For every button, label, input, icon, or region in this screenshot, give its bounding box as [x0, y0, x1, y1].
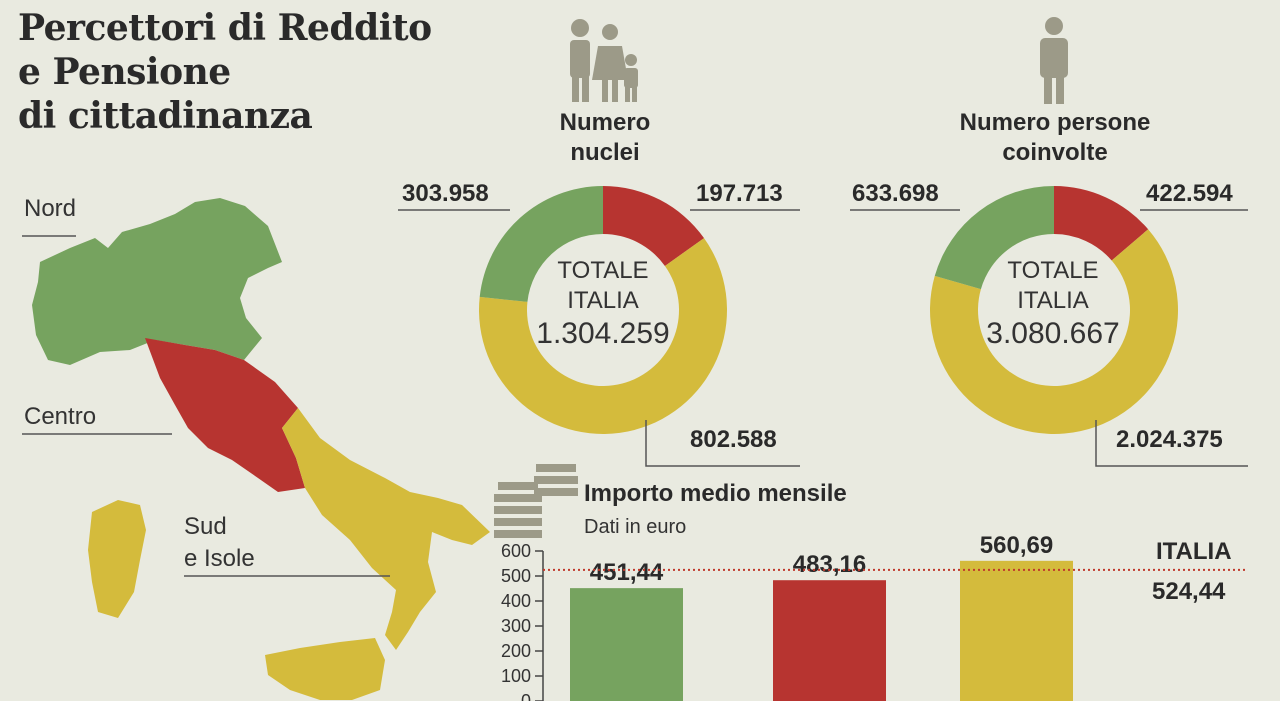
bar-sud-e-isole [960, 560, 1073, 701]
donut-persone-heading: Numero persone coinvolte [959, 109, 1151, 166]
region-label-sud-2: e Isole [184, 545, 255, 572]
donut-slice-centro [1054, 186, 1149, 261]
label-persone-sud: 2.024.375 [1116, 426, 1223, 453]
italy-map [32, 198, 490, 700]
title-line-3: di cittadinanza [18, 95, 313, 137]
person-icon [1040, 17, 1068, 104]
donut-persone-total: 3.080.667 [986, 317, 1120, 350]
page-title: Percettori di Reddito e Pensione di citt… [18, 6, 432, 138]
donut-nuclei [479, 186, 727, 434]
y-tick-label: 100 [501, 666, 531, 686]
map-centro [145, 338, 305, 492]
donut-persone-center: TOTALE ITALIA 3.080.667 [970, 256, 1136, 352]
y-tick-label: 500 [501, 566, 531, 586]
region-label-nord: Nord [24, 195, 77, 222]
y-tick-label: 0 [521, 691, 531, 701]
italia-value-label: 524,44 [1152, 578, 1226, 605]
donut-slice-sud-e-isole [479, 238, 727, 434]
bar-chart-title: Importo medio mensile [584, 480, 847, 507]
label-persone-centro: 422.594 [1146, 180, 1233, 207]
bar-nord [570, 588, 683, 701]
donut-slice-centro [603, 186, 705, 266]
donut-nuclei-total: 1.304.259 [536, 317, 670, 350]
bar-chart-subtitle: Dati in euro [584, 516, 687, 538]
bar-value-label: 483,16 [793, 551, 866, 578]
bar-value-label: 451,44 [590, 559, 664, 586]
donut-persone [929, 186, 1178, 435]
bar-centro [773, 580, 886, 701]
title-line-2: e Pensione [18, 51, 231, 93]
donut-slice-nord [934, 186, 1054, 290]
y-tick-label: 200 [501, 641, 531, 661]
donut-leader-lines [398, 209, 1248, 467]
label-nuclei-sud: 802.588 [690, 426, 777, 453]
region-label-centro: Centro [24, 403, 97, 430]
map-sicily [265, 638, 385, 700]
money-stack-icon [494, 464, 578, 538]
bar-chart: 0 100 200 300 400 500 600 451,44 483,16 560,69 [501, 532, 1245, 701]
family-icon [570, 19, 638, 102]
map-sardinia [88, 500, 146, 618]
donut-slice-nord [479, 186, 603, 302]
title-line-1: Percettori di Reddito [18, 7, 432, 49]
region-leader-lines [22, 235, 390, 577]
map-sud [282, 408, 490, 650]
label-nuclei-centro: 197.713 [696, 180, 783, 207]
region-label-sud-1: Sud [184, 513, 227, 540]
label-persone-nord: 633.698 [852, 180, 939, 207]
y-tick-label: 300 [501, 616, 531, 636]
leader-persone-sud [1095, 420, 1248, 467]
label-nuclei-nord: 303.958 [402, 180, 489, 207]
donut-nuclei-center: TOTALE ITALIA 1.304.259 [520, 256, 686, 352]
donut-slice-sud-e-isole [929, 229, 1178, 435]
donut-nuclei-heading: Numero nuclei [559, 109, 651, 166]
leader-nuclei-sud [645, 420, 800, 467]
italia-label: ITALIA [1156, 538, 1232, 565]
y-tick-label: 600 [501, 541, 531, 561]
map-nord [32, 198, 282, 365]
y-tick-label: 400 [501, 591, 531, 611]
bar-value-label: 560,69 [980, 532, 1053, 559]
